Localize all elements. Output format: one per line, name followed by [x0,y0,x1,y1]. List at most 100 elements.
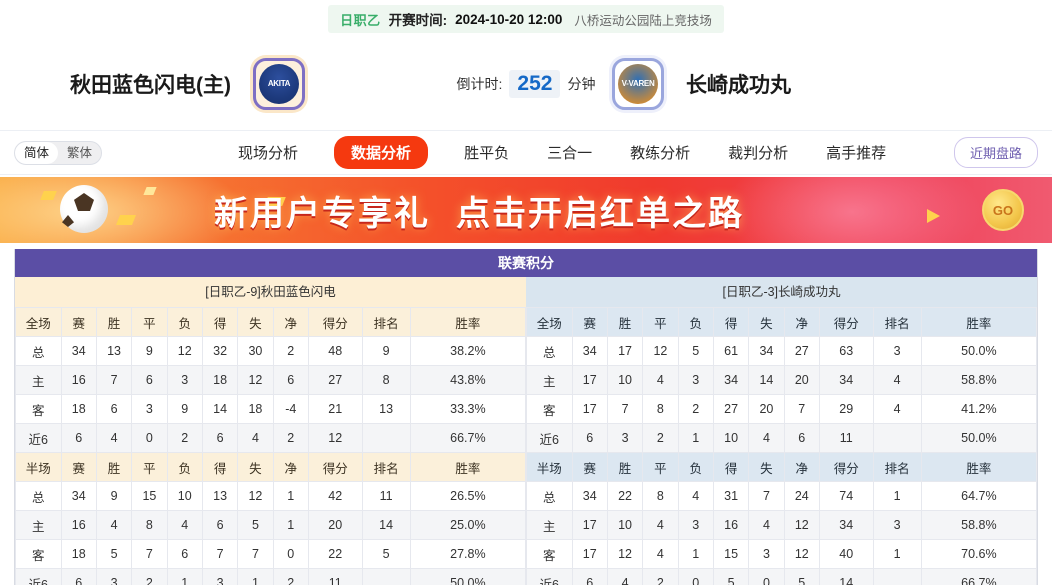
tab-referee-analysis[interactable]: 裁判分析 [728,145,789,162]
promo-banner[interactable]: 新用户专享礼 点击开启红单之路 GO [0,177,1052,243]
cell-2: 2 [131,568,168,585]
column-header-1: 胜 [95,452,133,482]
cell-1: 22 [606,481,644,511]
home-standings-table: 全场赛胜平负得失净得分 排名 胜率总 34 13 9 12 32 30 2 48 9 38.2% 主 16 7… [15,307,527,585]
banner-go-button[interactable]: GO [982,189,1024,231]
cell-3: 2 [166,423,203,453]
cell-7: 20 [307,510,363,540]
table-header-row-half-away: 半场赛胜平负得失净得分 排名 胜率 [526,452,1038,482]
column-header-scope: 半场 [15,452,62,482]
cell-2: 4 [642,510,679,540]
cell-2: 12 [642,336,679,366]
cell-9: 50.0% [409,568,527,585]
cell-7: 22 [307,539,363,569]
row-label: 客 [526,539,573,569]
lang-simplified[interactable]: 简体 [15,141,59,164]
cell-9: 38.2% [409,336,527,366]
countdown-label: 倒计时: [456,76,503,92]
cell-2: 7 [131,539,168,569]
cell-8: 11 [361,481,411,511]
column-header-6: 净 [783,452,820,482]
team-header: 秋田蓝色闪电(主) AKITA 倒计时: 252 分钟 V-VAREN 长崎成功… [0,38,1052,130]
column-header-3: 负 [677,307,714,337]
tab-win-draw-loss[interactable]: 胜平负 [464,145,510,162]
cell-7: 27 [307,365,363,395]
tab-live-analysis[interactable]: 现场分析 [238,145,299,162]
tab-data-analysis[interactable]: 数据分析 [334,136,429,169]
column-header-9: 胜率 [409,307,527,337]
cell-6: 2 [272,568,309,585]
soccer-ball-icon [60,185,108,233]
cell-7: 74 [818,481,874,511]
table-row: 总 34 9 15 10 13 12 1 42 11 26.5% [15,481,527,511]
column-header-7: 得分 [307,307,363,337]
tab-coach-analysis[interactable]: 教练分析 [630,145,691,162]
cell-9: 58.8% [920,365,1038,395]
home-team-block[interactable]: 秋田蓝色闪电(主) AKITA [70,58,440,110]
cell-5: 4 [748,510,785,540]
row-label: 客 [15,394,62,424]
cell-0: 6 [60,423,97,453]
column-header-2: 平 [131,452,168,482]
row-label: 总 [526,336,573,366]
column-header-8: 排名 [872,452,922,482]
standings-title: 联赛积分 [15,249,1037,277]
cell-2: 4 [642,365,679,395]
cell-4: 18 [201,365,239,395]
column-header-0: 赛 [571,452,608,482]
cell-2: 15 [131,481,168,511]
countdown-block: 倒计时: 252 分钟 [440,70,612,98]
cell-0: 18 [60,539,97,569]
cell-0: 34 [571,336,608,366]
home-standings: [日职乙-9]秋田蓝色闪电 全场赛胜平负得失净得分 排名 胜率总 34 13 9 12 32 3… [15,277,527,585]
away-team-block[interactable]: V-VAREN 长崎成功丸 [612,58,982,110]
cell-9: 64.7% [920,481,1038,511]
banner-text-a: 新用户专享礼 [214,194,430,233]
cell-5: 3 [748,539,785,569]
cell-9: 26.5% [409,481,527,511]
row-label: 总 [15,481,62,511]
column-header-5: 失 [237,307,274,337]
language-toggle[interactable]: 简体 繁体 [14,140,103,165]
cell-3: 3 [677,510,714,540]
lang-traditional[interactable]: 繁体 [67,145,93,160]
column-header-6: 净 [783,307,820,337]
home-team-crest-icon: AKITA [253,58,305,110]
cell-2: 4 [642,539,679,569]
table-row: 客 18 6 3 9 14 18 -4 21 13 33.3% [15,394,527,424]
cell-6: 12 [783,539,820,569]
table-row: 客 18 5 7 6 7 7 0 22 5 27.8% [15,539,527,569]
countdown-value: 252 [509,70,561,98]
cell-0: 18 [60,394,97,424]
cell-8: 1 [872,481,922,511]
cell-0: 16 [60,365,97,395]
table-row: 近6 6 4 0 2 6 4 2 12 66.7% [15,423,527,453]
away-standings: [日职乙-3]长崎成功丸 全场赛胜平负得失净得分 排名 胜率总 34 17 12 5 61 34… [526,277,1038,585]
cell-0: 6 [571,423,608,453]
cell-0: 17 [571,539,608,569]
column-header-6: 净 [272,307,309,337]
tab-expert-picks[interactable]: 高手推荐 [826,145,887,162]
cell-7: 34 [818,365,874,395]
recent-odds-button[interactable]: 近期盘路 [953,137,1038,168]
cell-5: 14 [748,365,785,395]
tab-three-in-one[interactable]: 三合一 [547,145,593,162]
cell-7: 40 [818,539,874,569]
column-header-3: 负 [677,452,714,482]
row-label: 总 [526,481,573,511]
cell-3: 6 [166,539,203,569]
table-row: 总 34 17 12 5 61 34 27 63 3 50.0% [526,336,1038,366]
cell-7: 48 [307,336,363,366]
cell-2: 3 [131,394,168,424]
cell-4: 3 [201,568,239,585]
cell-4: 7 [201,539,239,569]
cell-6: 5 [783,568,820,585]
cell-9: 70.6% [920,539,1038,569]
cell-7: 63 [818,336,874,366]
cell-9: 66.7% [409,423,527,453]
table-row: 近6 6 3 2 1 3 1 2 11 50.0% [15,568,527,585]
column-header-7: 得分 [818,307,874,337]
column-header-3: 负 [166,452,203,482]
venue-name: 八桥运动公园陆上竞技场 [574,13,712,28]
column-header-1: 胜 [606,307,644,337]
